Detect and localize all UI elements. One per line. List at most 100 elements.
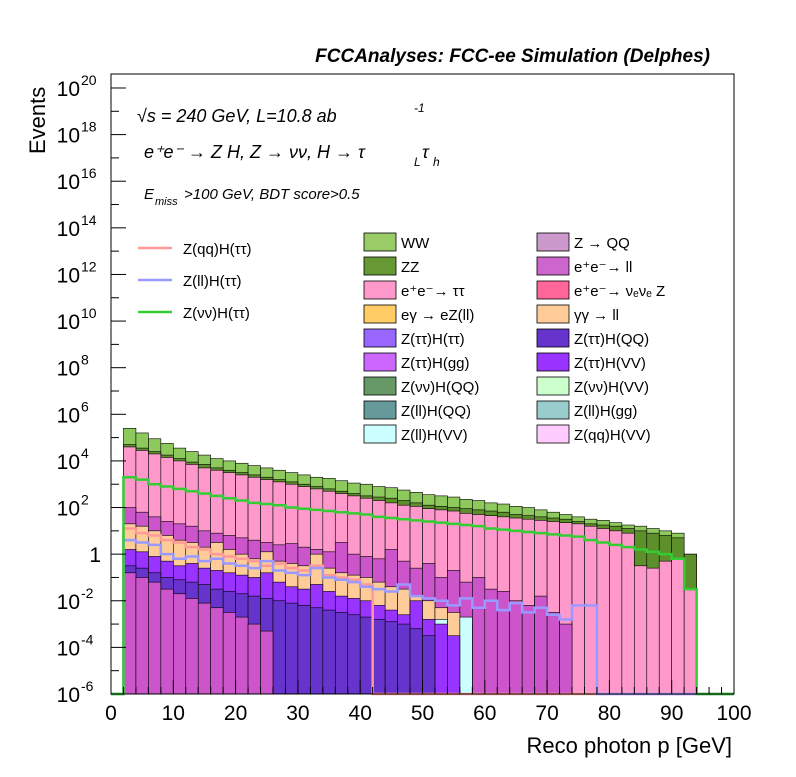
annotation-energy: √s = 240 GeV, L=10.8 ab -1 bbox=[137, 101, 425, 126]
y-tick-label-6: 10 bbox=[57, 404, 80, 427]
stack-bar-3-bin-36 bbox=[559, 623, 573, 695]
x-axis-ticks: 0 10 20 30 40 50 60 70 80 90 100 bbox=[105, 680, 752, 725]
y-tick-label-5: 10 bbox=[57, 451, 80, 474]
extra-bar-1-bin-15 bbox=[297, 605, 311, 695]
legend-backgrounds: WW Z → QQ ZZ e⁺e⁻→ ll e⁺e⁻→ ττ e⁺e⁻→ νₑνₑ Z eγ… bbox=[363, 232, 665, 444]
y-tick-exp-10: 14 bbox=[81, 212, 97, 228]
extra-bar-1-bin-21 bbox=[372, 619, 386, 695]
legend-swatch-5 bbox=[536, 280, 570, 300]
legend-swatch-13 bbox=[536, 376, 570, 396]
stack-bar-3-bin-32 bbox=[509, 600, 523, 695]
x-tick-label-2: 20 bbox=[224, 702, 247, 725]
y-tick-label-7: 10 bbox=[57, 358, 80, 381]
x-tick-label-8: 80 bbox=[598, 702, 621, 725]
legend-label-13: Z(νν)H(VV) bbox=[574, 379, 649, 396]
x-tick-label-7: 70 bbox=[535, 702, 558, 725]
stack-bar-3-bin-29 bbox=[472, 577, 486, 695]
legend-swatch-1 bbox=[536, 232, 570, 252]
legend-swatch-9 bbox=[536, 328, 570, 348]
annotation-cut: E miss >100 GeV, BDT score>0.5 bbox=[144, 186, 360, 208]
y-tick-label-2: 10 bbox=[57, 591, 80, 614]
legend-label-6: eγ → eZ(ll) bbox=[401, 307, 474, 324]
extra-bar-1-bin-20 bbox=[359, 616, 373, 695]
legend-swatch-2 bbox=[363, 256, 397, 276]
y-axis-label: Events bbox=[25, 87, 50, 154]
legend-line-label-1: Z(ll)H(ττ) bbox=[183, 273, 242, 290]
x-tick-label-1: 10 bbox=[162, 702, 185, 725]
stack-bar-3-bin-33 bbox=[521, 605, 535, 695]
legend-label-15: Z(ll)H(gg) bbox=[574, 403, 637, 420]
y-tick-label-1: 10 bbox=[57, 637, 80, 660]
legend-swatch-15 bbox=[536, 400, 570, 420]
y-tick-label-11: 10 bbox=[57, 171, 80, 194]
extra-bar-2-bin-3 bbox=[148, 581, 162, 695]
extra-bar-2-bin-8 bbox=[210, 607, 224, 695]
y-tick-label-13: 10 bbox=[57, 78, 80, 101]
y-tick-label-9: 10 bbox=[57, 264, 80, 287]
y-tick-label-8: 10 bbox=[57, 311, 80, 334]
stack-bar-2-bin-42 bbox=[634, 565, 648, 695]
annotation-energy-text: √s = 240 GeV, L=10.8 ab bbox=[137, 106, 337, 126]
legend-swatch-4 bbox=[363, 280, 397, 300]
legend-swatch-12 bbox=[363, 376, 397, 396]
legend-swatch-11 bbox=[536, 352, 570, 372]
stack-bar-3-bin-35 bbox=[546, 612, 560, 695]
legend-label-16: Z(ll)H(VV) bbox=[401, 427, 468, 444]
annotation-cut-pre: E bbox=[144, 186, 155, 203]
x-tick-label-4: 40 bbox=[349, 702, 372, 725]
extra-bar-2-bin-1 bbox=[123, 572, 137, 695]
y-tick-label-10: 10 bbox=[57, 218, 80, 241]
annotation-energy-exp: -1 bbox=[414, 101, 425, 115]
extra-bar-1-bin-13 bbox=[272, 600, 286, 695]
extra-bar-1-bin-14 bbox=[285, 602, 299, 695]
legend-swatch-8 bbox=[363, 328, 397, 348]
annotation-cut-sub: miss bbox=[155, 196, 178, 208]
y-tick-exp-2: -2 bbox=[81, 585, 94, 601]
y-tick-label-0: 10 bbox=[57, 684, 80, 707]
stack-bar-3-bin-34 bbox=[534, 595, 548, 695]
extra-bar-1-bin-16 bbox=[310, 607, 324, 695]
legend-label-5: e⁺e⁻→ νₑνₑ Z bbox=[574, 283, 665, 300]
legend-swatch-16 bbox=[363, 424, 397, 444]
stack-bar-2-bin-39 bbox=[596, 528, 610, 695]
y-tick-exp-8: 10 bbox=[81, 305, 97, 321]
legend-swatch-10 bbox=[363, 352, 397, 372]
legend-line-label-0: Z(qq)H(ττ) bbox=[183, 241, 252, 258]
legend-swatch-0 bbox=[363, 232, 397, 252]
extra-bar-1-bin-22 bbox=[384, 621, 398, 695]
extra-bar-2-bin-12 bbox=[260, 630, 274, 695]
legend-label-0: WW bbox=[401, 235, 430, 252]
stack-bar-5-bin-28 bbox=[459, 616, 473, 695]
legend-swatch-7 bbox=[536, 304, 570, 324]
extra-bar-1-bin-17 bbox=[322, 609, 336, 695]
legend-label-10: Z(ττ)H(gg) bbox=[401, 355, 470, 372]
extra-bar-1-bin-19 bbox=[347, 614, 361, 695]
annotation-process-sub2: h bbox=[433, 155, 440, 169]
legend-label-7: γγ → ll bbox=[574, 307, 619, 324]
extra-bar-1-bin-18 bbox=[334, 612, 349, 695]
extra-bar-1-bin-25 bbox=[422, 635, 436, 695]
x-tick-label-3: 30 bbox=[286, 702, 309, 725]
stack-bar-2-bin-43 bbox=[646, 567, 660, 695]
legend-label-1: Z → QQ bbox=[574, 235, 630, 252]
legend-label-4: e⁺e⁻→ ττ bbox=[401, 283, 465, 300]
extra-bar-2-bin-2 bbox=[135, 577, 149, 695]
extra-bar-2-bin-10 bbox=[235, 616, 249, 695]
svg-text:√s = 240 GeV, L=10.8 ab: √s = 240 GeV, L=10.8 ab bbox=[137, 106, 337, 126]
annotation-cut-post: >100 GeV, BDT score>0.5 bbox=[184, 186, 360, 203]
stack-bar-2-bin-37 bbox=[571, 523, 585, 695]
y-tick-exp-7: 8 bbox=[81, 352, 89, 368]
extra-bar-2-bin-5 bbox=[173, 593, 187, 695]
legend-swatch-17 bbox=[536, 424, 570, 444]
stack-bar-2-bin-46 bbox=[683, 588, 697, 695]
y-tick-exp-9: 12 bbox=[81, 258, 97, 274]
legend-label-11: Z(ττ)H(VV) bbox=[574, 355, 646, 372]
annotation-process-text: e⁺e⁻ → Z H, Z → νν, H → τ bbox=[144, 142, 366, 162]
annotation-process-sub1: L bbox=[414, 155, 421, 169]
legend-swatch-3 bbox=[536, 256, 570, 276]
legend-label-8: Z(ττ)H(ττ) bbox=[401, 331, 465, 348]
y-tick-label-12: 10 bbox=[57, 125, 80, 148]
extra-bar-2-bin-9 bbox=[222, 612, 236, 695]
